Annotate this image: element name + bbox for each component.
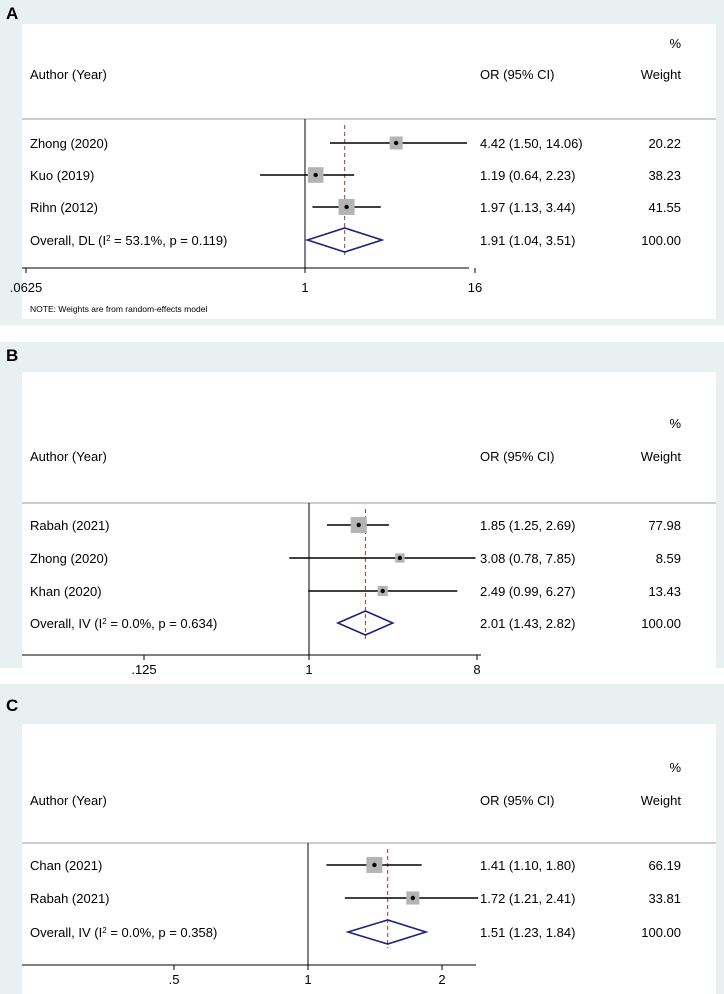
overall-label: Overall, DL (I2 = 53.1%, p = 0.119): [30, 233, 227, 248]
study-or-ci: 1.41 (1.10, 1.80): [480, 858, 575, 873]
x-tick-label: 8: [473, 662, 480, 677]
overall-or-ci: 1.51 (1.23, 1.84): [480, 925, 575, 940]
overall-diamond: [304, 227, 385, 253]
panel-label-a: A: [6, 4, 19, 23]
x-tick-label: 1: [304, 972, 311, 987]
overall-or-ci: 2.01 (1.43, 2.82): [480, 616, 575, 631]
forest-plot-svg-a: % Author (Year) OR (95% CI) Weight Zhong (20…: [10, 36, 716, 314]
x-tick-label: 1: [305, 662, 312, 677]
forest-plot-b: % Author (Year) OR (95% CI) Weight Rabah (20…: [22, 372, 716, 677]
forest-plot-a: % Author (Year) OR (95% CI) Weight Zhong (20…: [10, 24, 716, 319]
study-weight: 33.81: [648, 891, 681, 906]
overall-weight: 100.00: [641, 233, 681, 248]
header-weight: Weight: [641, 449, 682, 464]
overall-diamond: [335, 610, 395, 636]
x-tick-label: .125: [131, 662, 156, 677]
study-weight: 38.23: [648, 168, 681, 183]
forest-plot-c: % Author (Year) OR (95% CI) Weight Chan (202…: [22, 724, 716, 994]
overall-diamond: [345, 919, 429, 945]
x-tick-label: 1: [301, 280, 308, 295]
study-weight: 41.55: [648, 200, 681, 215]
study-name: Kuo (2019): [30, 168, 94, 183]
study-weight: 13.43: [648, 584, 681, 599]
study-name: Rabah (2021): [30, 891, 110, 906]
header-weight-percent: %: [669, 760, 681, 775]
header-author-year: Author (Year): [30, 793, 107, 808]
study-point: [372, 862, 377, 868]
study-point: [397, 555, 403, 561]
forest-plot-svg-c: % Author (Year) OR (95% CI) Weight Chan (202…: [22, 760, 716, 987]
panel-label-b: B: [6, 346, 19, 365]
header-author-year: Author (Year): [30, 67, 107, 82]
study-name: Chan (2021): [30, 858, 102, 873]
study-weight: 8.59: [656, 551, 681, 566]
x-tick-label: 16: [468, 280, 482, 295]
study-or-ci: 1.97 (1.13, 3.44): [480, 200, 575, 215]
study-name: Rabah (2021): [30, 518, 110, 533]
study-or-ci: 1.72 (1.21, 2.41): [480, 891, 575, 906]
overall-weight: 100.00: [641, 925, 681, 940]
study-point: [380, 588, 385, 594]
study-point: [410, 895, 416, 901]
overall-or-ci: 1.91 (1.04, 3.51): [480, 233, 575, 248]
study-or-ci: 4.42 (1.50, 14.06): [480, 136, 583, 151]
header-or-ci: OR (95% CI): [480, 67, 554, 82]
panel-c: C % Author (Year) OR (95% CI) Weight Chan (2…: [0, 684, 724, 994]
overall-weight: 100.00: [641, 616, 681, 631]
study-point: [344, 204, 349, 210]
study-or-ci: 1.19 (0.64, 2.23): [480, 168, 575, 183]
study-point: [356, 522, 361, 528]
header-weight-percent: %: [669, 36, 681, 51]
header-weight-percent: %: [669, 416, 681, 431]
study-or-ci: 1.85 (1.25, 2.69): [480, 518, 575, 533]
study-name: Zhong (2020): [30, 551, 108, 566]
study-point: [393, 140, 399, 146]
study-weight: 77.98: [648, 518, 681, 533]
overall-label: Overall, IV (I2 = 0.0%, p = 0.634): [30, 616, 217, 631]
study-name: Khan (2020): [30, 584, 102, 599]
header-weight: Weight: [641, 793, 682, 808]
study-weight: 20.22: [648, 136, 681, 151]
study-point: [313, 172, 318, 178]
header-or-ci: OR (95% CI): [480, 793, 554, 808]
study-or-ci: 2.49 (0.99, 6.27): [480, 584, 575, 599]
x-tick-label: 2: [438, 972, 445, 987]
study-name: Rihn (2012): [30, 200, 98, 215]
study-weight: 66.19: [648, 858, 681, 873]
overall-label: Overall, IV (I2 = 0.0%, p = 0.358): [30, 925, 217, 940]
model-note: NOTE: Weights are from random-effects mo…: [30, 304, 207, 314]
header-or-ci: OR (95% CI): [480, 449, 554, 464]
x-tick-label: .0625: [10, 280, 43, 295]
header-author-year: Author (Year): [30, 449, 107, 464]
panel-b: B % Author (Year) OR (95% CI) Weight Rabah (…: [0, 342, 724, 677]
panel-label-c: C: [6, 696, 19, 715]
study-name: Zhong (2020): [30, 136, 108, 151]
study-or-ci: 3.08 (0.78, 7.85): [480, 551, 575, 566]
forest-plot-svg-b: % Author (Year) OR (95% CI) Weight Rabah (20…: [22, 416, 716, 677]
panel-a: A % Author (Year) OR (95% CI) Weight Zhong (…: [0, 0, 724, 325]
x-tick-label: .5: [169, 972, 180, 987]
header-weight: Weight: [641, 67, 682, 82]
